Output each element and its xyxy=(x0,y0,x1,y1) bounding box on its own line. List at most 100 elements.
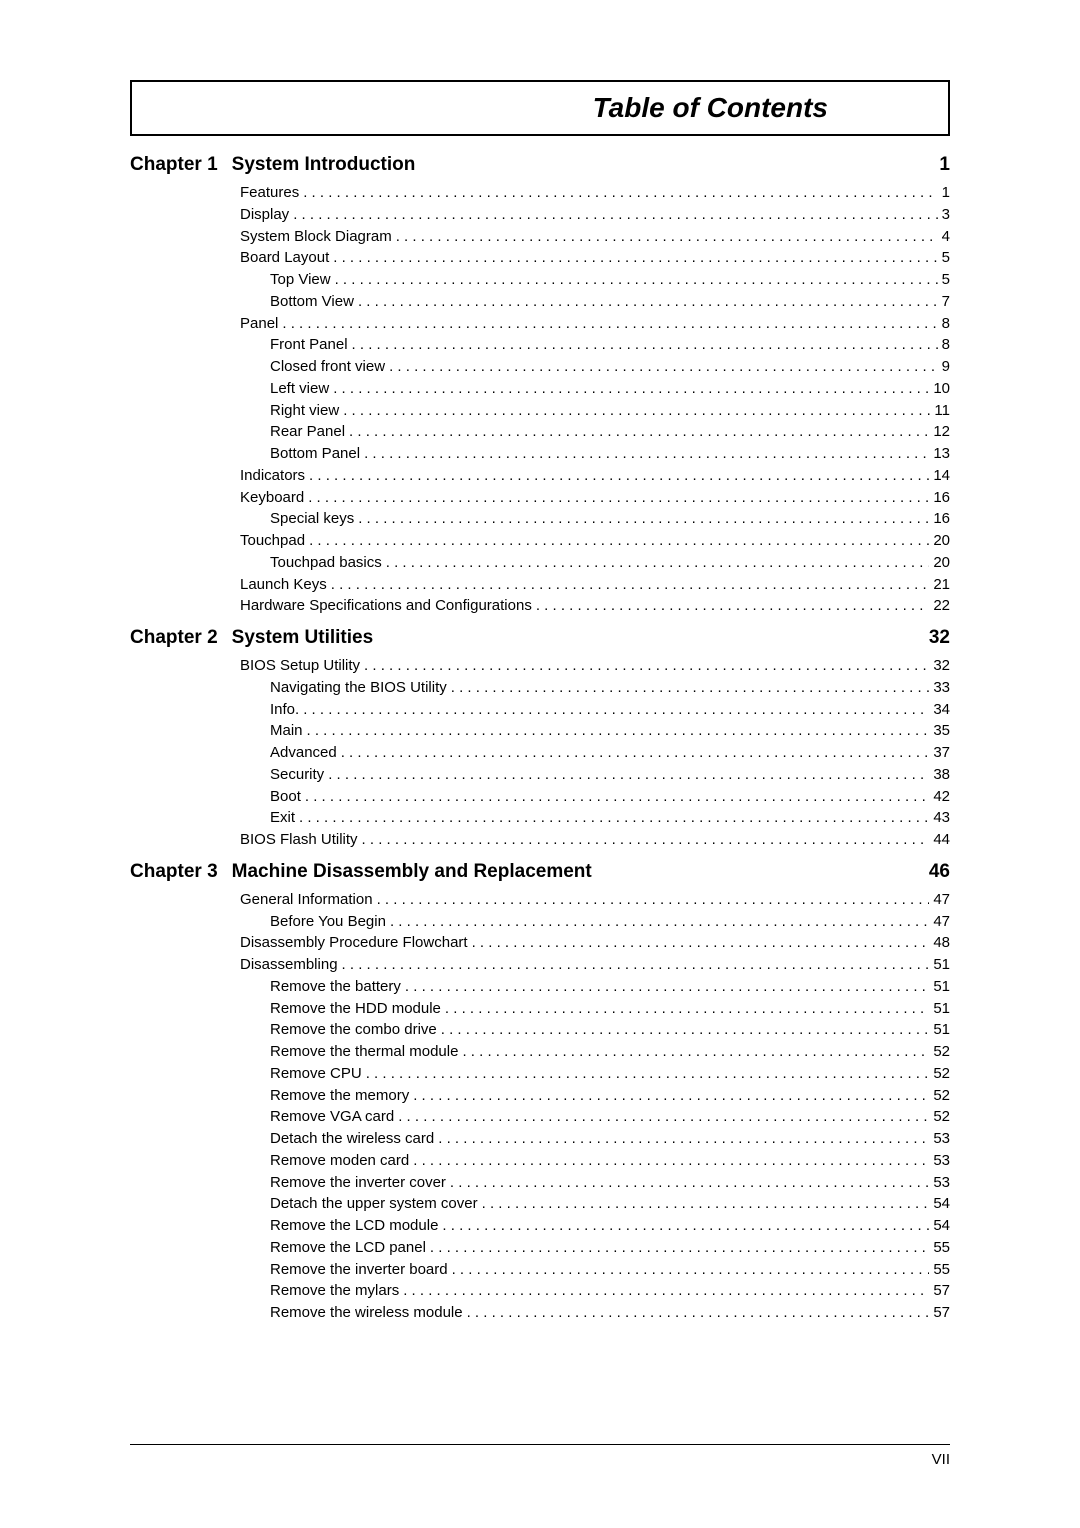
toc-entry: General Information 47 xyxy=(210,889,950,911)
toc-entry: Remove the inverter cover53 xyxy=(210,1172,950,1194)
toc-entry-label: BIOS Flash Utility xyxy=(240,829,358,851)
toc-entry-label: Bottom Panel xyxy=(270,443,360,465)
footer-rule xyxy=(130,1444,950,1445)
toc-entry-label: Board Layout xyxy=(240,247,329,269)
toc-entry-page: 51 xyxy=(933,976,950,998)
toc-entry: Remove the wireless module57 xyxy=(210,1302,950,1324)
toc-entry: Remove CPU52 xyxy=(210,1063,950,1085)
toc-entry: BIOS Setup Utility 32 xyxy=(210,655,950,677)
toc-entry: Panel8 xyxy=(210,313,950,335)
toc-leader-dots xyxy=(358,291,938,306)
toc-entry: Left view10 xyxy=(210,378,950,400)
toc-entry-label: Boot xyxy=(270,786,301,808)
toc-entry-page: 53 xyxy=(933,1128,950,1150)
toc-leader-dots xyxy=(536,595,929,610)
toc-leader-dots xyxy=(299,807,929,822)
toc-entry-page: 5 xyxy=(942,247,950,269)
toc-leader-dots xyxy=(328,764,929,779)
toc-entry-label: Disassembling xyxy=(240,954,338,976)
toc-leader-dots xyxy=(441,1019,930,1034)
toc-entry: Remove the mylars57 xyxy=(210,1280,950,1302)
toc-entry: Navigating the BIOS Utility33 xyxy=(210,677,950,699)
toc-entry-page: 8 xyxy=(942,313,950,335)
toc-entry-page: 21 xyxy=(933,574,950,596)
toc-entry-page: 5 xyxy=(942,269,950,291)
toc-leader-dots xyxy=(390,911,929,926)
toc-entry: Detach the wireless card 53 xyxy=(210,1128,950,1150)
toc-entry-page: 12 xyxy=(933,421,950,443)
toc-leader-dots xyxy=(341,742,930,757)
toc-leader-dots xyxy=(413,1150,929,1165)
toc-leader-dots xyxy=(366,1063,930,1078)
toc-entry-label: Launch Keys xyxy=(240,574,327,596)
toc-entry-label: Remove the memory xyxy=(270,1085,409,1107)
chapter-body: BIOS Setup Utility 32Navigating the BIOS … xyxy=(130,655,950,851)
toc-entry-label: Before You Begin xyxy=(270,911,386,933)
toc-entry-label: Remove the LCD module xyxy=(270,1215,438,1237)
toc-leader-dots xyxy=(451,677,930,692)
toc-entry-page: 20 xyxy=(933,530,950,552)
toc-leader-dots xyxy=(482,1193,930,1208)
toc-leader-dots xyxy=(342,954,930,969)
toc-leader-dots xyxy=(352,334,938,349)
toc-leader-dots xyxy=(343,400,930,415)
toc-entry: Top View5 xyxy=(210,269,950,291)
toc-entry: Boot42 xyxy=(210,786,950,808)
toc-entry: System Block Diagram4 xyxy=(210,226,950,248)
toc-entry-page: 51 xyxy=(933,998,950,1020)
toc-entry-label: Advanced xyxy=(270,742,337,764)
toc-entry-label: Security xyxy=(270,764,324,786)
toc-entry-label: Detach the wireless card xyxy=(270,1128,434,1150)
toc-entry: Remove the HDD module51 xyxy=(210,998,950,1020)
toc-entry-label: Right view xyxy=(270,400,339,422)
toc-entry-page: 3 xyxy=(942,204,950,226)
toc-entry-page: 38 xyxy=(933,764,950,786)
toc-entry-label: Detach the upper system cover xyxy=(270,1193,478,1215)
toc-entry: BIOS Flash Utility 44 xyxy=(210,829,950,851)
toc-entry-page: 44 xyxy=(933,829,950,851)
toc-entry-label: BIOS Setup Utility xyxy=(240,655,360,677)
chapter-page: 32 xyxy=(929,627,950,649)
toc-entry-page: 47 xyxy=(933,911,950,933)
toc-entry: Remove the thermal module52 xyxy=(210,1041,950,1063)
toc-entry: Remove VGA card52 xyxy=(210,1106,950,1128)
toc-entry-page: 47 xyxy=(933,889,950,911)
toc-entry: Remove the memory52 xyxy=(210,1085,950,1107)
toc-entry-page: 51 xyxy=(933,1019,950,1041)
toc-entry-page: 20 xyxy=(933,552,950,574)
toc-entry-page: 10 xyxy=(933,378,950,400)
toc-leader-dots xyxy=(305,786,929,801)
toc-entry: Touchpad basics20 xyxy=(210,552,950,574)
toc-entry: Closed front view9 xyxy=(210,356,950,378)
toc-entry: Before You Begin 47 xyxy=(210,911,950,933)
chapter-label: Chapter 2 xyxy=(130,627,218,649)
toc-leader-dots xyxy=(293,204,937,219)
toc-leader-dots xyxy=(358,508,929,523)
toc-entry-page: 14 xyxy=(933,465,950,487)
toc-entry: Remove the inverter board55 xyxy=(210,1259,950,1281)
toc-entry: Right view11 xyxy=(210,400,950,422)
toc-leader-dots xyxy=(364,655,929,670)
chapter-heading: Chapter 1System Introduction1 xyxy=(130,154,950,176)
page-footer: VII xyxy=(130,1444,950,1468)
toc-entry-page: 22 xyxy=(933,595,950,617)
toc-entry-page: 37 xyxy=(933,742,950,764)
toc-entry: Disassembling51 xyxy=(210,954,950,976)
toc-entry-page: 7 xyxy=(942,291,950,313)
toc-entry-page: 32 xyxy=(933,655,950,677)
toc-entry: Indicators 14 xyxy=(210,465,950,487)
toc-entry-label: General Information xyxy=(240,889,373,911)
toc-leader-dots xyxy=(335,269,938,284)
toc-entry: Hardware Specifications and Configuratio… xyxy=(210,595,950,617)
toc-entry-label: Remove the combo drive xyxy=(270,1019,437,1041)
toc-leader-dots xyxy=(450,1172,929,1187)
toc-entry: Features1 xyxy=(210,182,950,204)
toc-page: Table of Contents Chapter 1System Introd… xyxy=(0,0,1080,1528)
toc-leader-dots xyxy=(442,1215,929,1230)
toc-leader-dots xyxy=(398,1106,929,1121)
toc-leader-dots xyxy=(333,247,937,262)
toc-entry-page: 16 xyxy=(933,508,950,530)
toc-leader-dots xyxy=(362,829,930,844)
toc-entry-label: Bottom View xyxy=(270,291,354,313)
toc-entry-label: Indicators xyxy=(240,465,305,487)
